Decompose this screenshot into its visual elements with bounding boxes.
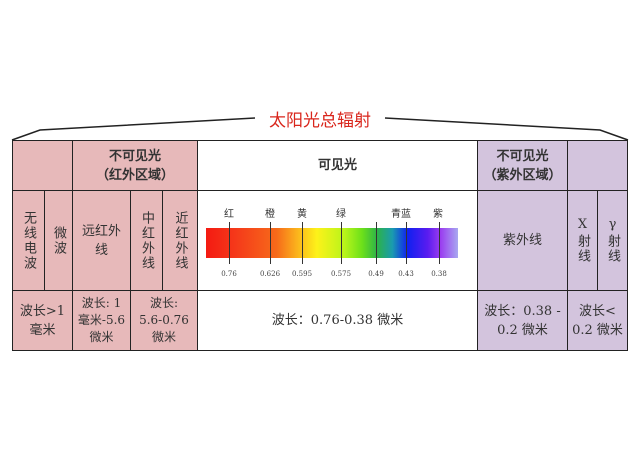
band-uv: 紫外线 — [477, 190, 568, 291]
band-gamma: γ射线 — [597, 190, 628, 291]
range-text: 波长: — [149, 296, 179, 310]
spectrum-tick — [406, 222, 407, 264]
header-blank-right — [567, 140, 628, 191]
total-radiation-bracket — [11, 117, 629, 141]
range-radio-micro: 波长>1 毫米 — [12, 290, 73, 351]
spectrum-wavelength-label: 0.43 — [398, 270, 414, 278]
band-radio-label: 无线电波 — [21, 210, 36, 271]
range-text: 毫米 — [29, 322, 56, 338]
band-xray: X射线 — [567, 190, 598, 291]
spectrum-color-label: 青蓝 — [391, 209, 411, 220]
spectrum-tick — [341, 222, 342, 264]
spectrum-tick — [376, 222, 377, 264]
band-gamma-label: γ射线 — [605, 217, 620, 264]
spectrum-tick — [229, 222, 230, 264]
band-far-ir: 远红外线 — [72, 190, 131, 291]
header-visible: 可见光 — [197, 140, 478, 191]
spectrum-color-label: 绿 — [336, 209, 346, 220]
header-infrared-line2: （红外区域） — [95, 167, 174, 183]
header-infrared-line1: 不可见光 — [108, 148, 161, 164]
range-uv: 波长：0.38 - 0.2 微米 — [477, 290, 568, 351]
band-radio: 无线电波 — [12, 190, 45, 291]
header-uv-line1: 不可见光 — [496, 148, 549, 164]
spectrum-wavelength-label: 0.76 — [221, 270, 237, 278]
spectrum-wavelength-label: 0.575 — [330, 270, 352, 278]
range-text: 波长>1 — [19, 303, 66, 319]
spectrum-wavelength-label: 0.38 — [431, 270, 447, 278]
band-mid-ir: 中红外线 — [130, 190, 163, 291]
range-text: 波长：0.38 - — [484, 303, 561, 319]
spectrum-wavelength-label: 0.595 — [291, 270, 313, 278]
range-visible: 波长：0.76-0.38 微米 — [197, 290, 478, 351]
diagram-title: 太阳光总辐射 — [269, 111, 371, 131]
band-xray-label: X射线 — [575, 217, 590, 264]
band-microwave-label: 微波 — [51, 225, 66, 256]
spectrum-tick — [439, 222, 440, 264]
range-text: 波长< — [579, 303, 616, 319]
range-text: 微米 — [89, 330, 114, 344]
spectrum-tick — [270, 222, 271, 264]
band-near-ir-label: 近红外线 — [172, 210, 188, 271]
header-uv-line2: （紫外区域） — [483, 167, 562, 183]
range-far-ir: 波长: 1 毫米-5.6 微米 — [72, 290, 131, 351]
band-microwave: 微波 — [44, 190, 73, 291]
header-ultraviolet: 不可见光 （紫外区域） — [477, 140, 568, 191]
spectrum-color-label: 紫 — [433, 209, 443, 220]
range-text: 0.2 微米 — [572, 322, 623, 338]
spectrum-wavelength-label: 0.626 — [259, 270, 281, 278]
header-blank-left — [12, 140, 73, 191]
range-text: 5.6-0.76 — [139, 313, 189, 327]
range-text: 微米 — [151, 330, 176, 344]
range-text: 波长: 1 — [81, 296, 122, 310]
range-mid-near-ir: 波长: 5.6-0.76 微米 — [130, 290, 198, 351]
spectrum-wavelength-label: 0.49 — [368, 270, 384, 278]
spectrum-bar — [206, 228, 458, 258]
band-near-ir: 近红外线 — [162, 190, 198, 291]
band-mid-ir-label: 中红外线 — [139, 210, 154, 271]
header-infrared: 不可见光 （红外区域） — [72, 140, 198, 191]
spectrum-tick — [302, 222, 303, 264]
range-text: 0.2 微米 — [497, 322, 548, 338]
spectrum-color-label: 黄 — [297, 209, 307, 220]
range-xray-gamma: 波长< 0.2 微米 — [567, 290, 628, 351]
spectrum-color-label: 红 — [224, 209, 234, 220]
spectrum-color-label: 橙 — [265, 209, 275, 220]
range-text: 毫米-5.6 — [77, 313, 126, 327]
